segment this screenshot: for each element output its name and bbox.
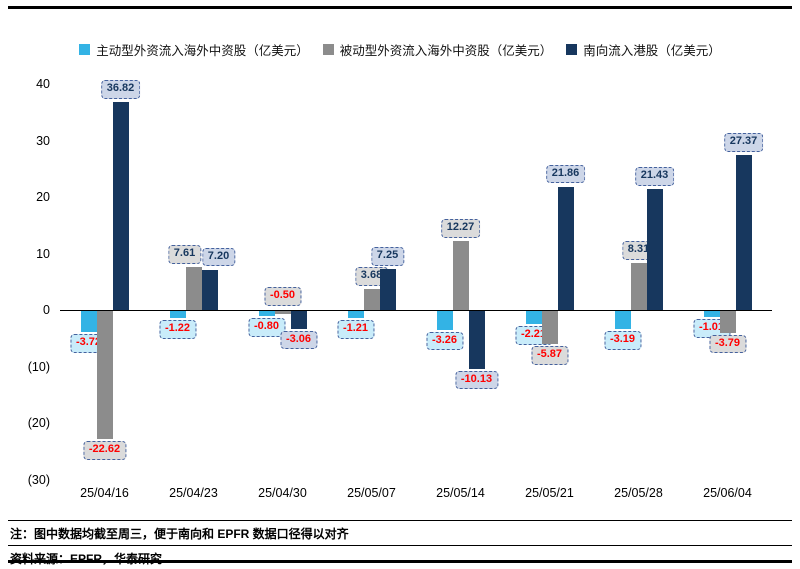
legend-swatch-icon bbox=[566, 44, 578, 55]
legend-item: 被动型外资流入海外中资股（亿美元） bbox=[322, 40, 553, 59]
bar bbox=[646, 189, 663, 311]
zero-line bbox=[60, 310, 772, 312]
value-label: -3.19 bbox=[603, 331, 642, 351]
y-tick-label: 30 bbox=[36, 133, 50, 148]
value-label: 7.20 bbox=[201, 247, 236, 267]
bar bbox=[201, 269, 218, 311]
bar bbox=[452, 240, 469, 311]
legend-item: 南向流入港股（亿美元） bbox=[566, 40, 721, 59]
value-label: 12.27 bbox=[440, 218, 481, 238]
bar bbox=[719, 311, 736, 333]
y-tick-label: 20 bbox=[36, 190, 50, 205]
value-label: 27.37 bbox=[723, 133, 764, 153]
y-tick-label: 40 bbox=[36, 77, 50, 91]
bar bbox=[703, 311, 720, 317]
bar bbox=[525, 311, 542, 324]
bottom-rule-divider bbox=[8, 560, 792, 563]
bar bbox=[80, 311, 97, 333]
x-tick-label: 25/04/23 bbox=[169, 486, 218, 500]
legend-swatch-icon bbox=[79, 44, 91, 55]
bar bbox=[112, 101, 129, 311]
bar bbox=[363, 289, 380, 311]
bar bbox=[290, 311, 307, 329]
y-tick-label: (10) bbox=[27, 359, 50, 374]
y-axis: 40 30 20 10 0 (10) (20) (30) bbox=[10, 77, 50, 487]
y-tick-label: 0 bbox=[43, 303, 50, 318]
bar bbox=[258, 311, 275, 316]
bar bbox=[169, 311, 186, 319]
value-label: 21.43 bbox=[634, 167, 675, 186]
value-label: 7.25 bbox=[370, 247, 405, 267]
bar bbox=[96, 311, 113, 440]
bar bbox=[468, 311, 485, 369]
top-rule-divider bbox=[8, 6, 792, 9]
value-label: -0.50 bbox=[263, 287, 302, 307]
value-label: -22.62 bbox=[82, 441, 127, 460]
x-tick-label: 25/05/28 bbox=[614, 486, 663, 500]
bar bbox=[735, 155, 752, 311]
value-label: -10.13 bbox=[454, 370, 499, 390]
legend-label: 主动型外资流入海外中资股（亿美元） bbox=[96, 44, 309, 58]
x-tick-label: 25/04/30 bbox=[258, 486, 307, 500]
value-label: 36.82 bbox=[100, 80, 141, 99]
value-label: -3.06 bbox=[279, 330, 318, 350]
y-tick-label: (30) bbox=[27, 473, 50, 487]
source-text: 资料来源：EPFR，华泰研究 bbox=[8, 545, 792, 569]
x-tick-label: 25/05/21 bbox=[525, 486, 574, 500]
x-tick-label: 25/05/07 bbox=[347, 486, 396, 500]
bar bbox=[347, 311, 364, 319]
y-tick-label: 10 bbox=[36, 246, 50, 261]
legend-label: 被动型外资流入海外中资股（亿美元） bbox=[339, 44, 553, 58]
x-axis: 25/04/16 25/04/23 25/04/30 25/05/07 25/05/14… bbox=[60, 486, 772, 502]
y-tick-label: (20) bbox=[27, 416, 50, 431]
plot-area: -3.72 -1.22 -0.80 -1.21 -3.26 -2.21 -3.19 -1.01… bbox=[60, 80, 772, 480]
value-label: 21.86 bbox=[545, 164, 586, 184]
footnotes: 注：图中数据均截至周三，便于南向和 EPFR 数据口径得以对齐 资料来源：EPF… bbox=[8, 520, 792, 569]
bar bbox=[541, 311, 558, 345]
legend-label: 南向流入港股（亿美元） bbox=[583, 44, 721, 58]
legend: 主动型外资流入海外中资股（亿美元） 被动型外资流入海外中资股（亿美元） 南向流入港股… bbox=[0, 40, 800, 59]
bar bbox=[630, 263, 647, 311]
x-tick-label: 25/06/04 bbox=[703, 486, 752, 500]
x-tick-label: 25/05/14 bbox=[436, 486, 485, 500]
value-label: -3.26 bbox=[425, 331, 464, 351]
bar bbox=[185, 267, 202, 311]
bar bbox=[379, 269, 396, 311]
value-label: -1.21 bbox=[336, 320, 375, 339]
footnote-text: 注：图中数据均截至周三，便于南向和 EPFR 数据口径得以对齐 bbox=[8, 520, 792, 545]
legend-swatch-icon bbox=[322, 44, 334, 55]
value-label: 7.61 bbox=[167, 245, 202, 264]
bar bbox=[557, 186, 574, 311]
x-tick-label: 25/04/16 bbox=[80, 486, 129, 500]
value-label: -5.87 bbox=[530, 346, 569, 366]
value-label: -3.79 bbox=[708, 334, 747, 354]
legend-item: 主动型外资流入海外中资股（亿美元） bbox=[79, 40, 309, 59]
bar bbox=[274, 311, 291, 315]
bar bbox=[436, 311, 453, 330]
bar bbox=[614, 311, 631, 330]
value-label: -0.80 bbox=[247, 317, 286, 337]
value-label: -1.22 bbox=[158, 320, 197, 339]
